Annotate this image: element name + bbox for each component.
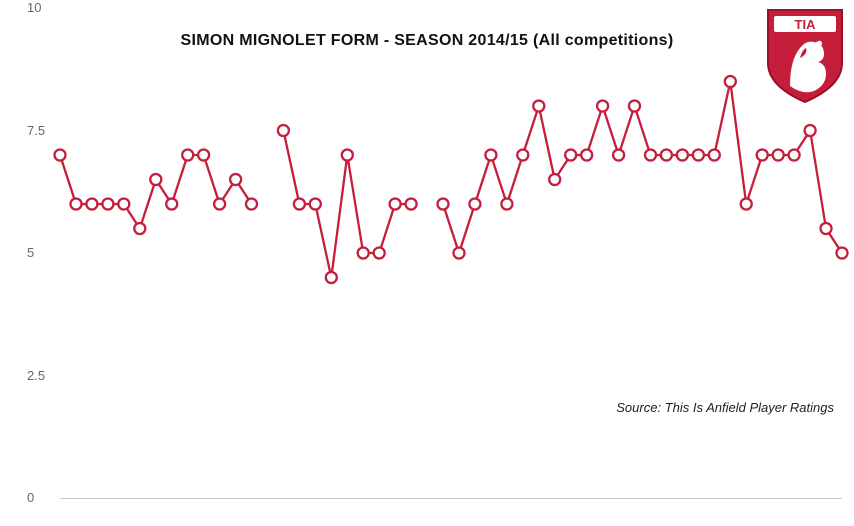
data-point	[725, 76, 736, 87]
data-point	[71, 199, 82, 210]
data-point	[821, 223, 832, 234]
data-point	[549, 174, 560, 185]
data-point	[757, 150, 768, 161]
data-point	[773, 150, 784, 161]
data-point	[837, 248, 848, 259]
data-point	[629, 101, 640, 112]
source-attribution: Source: This Is Anfield Player Ratings	[616, 400, 834, 415]
data-point	[342, 150, 353, 161]
data-point	[374, 248, 385, 259]
data-point	[438, 199, 449, 210]
data-point	[565, 150, 576, 161]
data-point	[741, 199, 752, 210]
data-point	[326, 272, 337, 283]
data-point	[454, 248, 465, 259]
data-point	[597, 101, 608, 112]
data-point	[118, 199, 129, 210]
data-point	[246, 199, 257, 210]
data-point	[805, 125, 816, 136]
data-point	[358, 248, 369, 259]
data-point	[86, 199, 97, 210]
line-plot	[0, 0, 854, 526]
data-point	[581, 150, 592, 161]
data-point	[390, 199, 401, 210]
data-point	[789, 150, 800, 161]
data-point	[533, 101, 544, 112]
chart-container: SIMON MIGNOLET FORM - SEASON 2014/15 (Al…	[0, 0, 854, 526]
data-point	[166, 199, 177, 210]
data-point	[102, 199, 113, 210]
data-point	[517, 150, 528, 161]
data-point	[55, 150, 66, 161]
data-point	[709, 150, 720, 161]
data-point	[677, 150, 688, 161]
data-point	[294, 199, 305, 210]
data-point	[485, 150, 496, 161]
data-point	[406, 199, 417, 210]
data-point	[134, 223, 145, 234]
svg-text:TIA: TIA	[795, 17, 817, 32]
data-point	[645, 150, 656, 161]
data-point	[278, 125, 289, 136]
data-point	[661, 150, 672, 161]
data-point	[150, 174, 161, 185]
data-point	[613, 150, 624, 161]
data-point	[198, 150, 209, 161]
data-point	[501, 199, 512, 210]
tia-badge-logo: TIA	[766, 8, 844, 109]
data-point	[182, 150, 193, 161]
data-point	[230, 174, 241, 185]
line-segment	[60, 155, 252, 229]
data-point	[693, 150, 704, 161]
data-point	[214, 199, 225, 210]
data-point	[310, 199, 321, 210]
data-point	[469, 199, 480, 210]
